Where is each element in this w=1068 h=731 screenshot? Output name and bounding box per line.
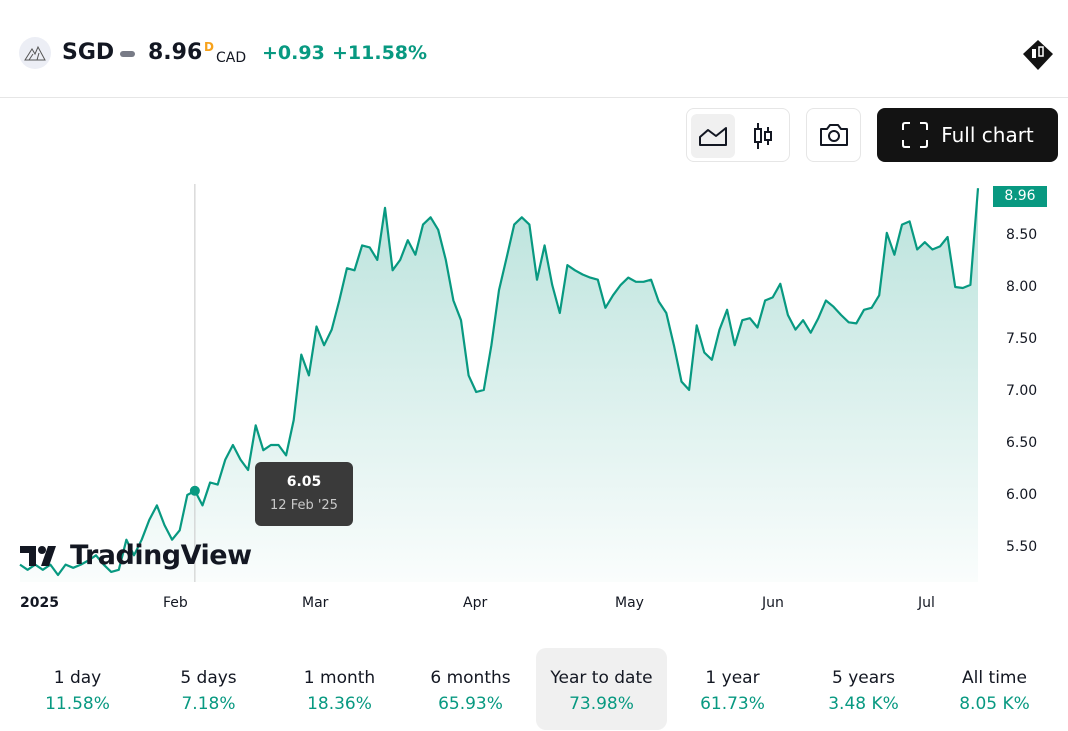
x-axis-tick-label: Apr bbox=[463, 595, 488, 611]
period-1-day[interactable]: 1 day 11.58% bbox=[12, 648, 143, 730]
tooltip-date: 12 Feb '25 bbox=[270, 498, 338, 513]
last-price-label: 8.96 bbox=[993, 186, 1047, 207]
candlestick-icon bbox=[754, 123, 772, 149]
period-year-to-date[interactable]: Year to date 73.98% bbox=[536, 648, 667, 730]
x-axis-tick-label: Mar bbox=[302, 595, 329, 611]
y-axis-tick-label: 7.50 bbox=[1006, 331, 1038, 347]
period-label: 6 months bbox=[430, 668, 511, 688]
period-label: 1 day bbox=[53, 668, 102, 688]
price-change-percent: +11.58% bbox=[332, 42, 428, 64]
period-change: 3.48 K% bbox=[828, 694, 899, 714]
price-line bbox=[19, 188, 980, 577]
period-label: 5 years bbox=[831, 668, 895, 688]
tradingview-logo-icon bbox=[20, 545, 56, 566]
y-axis-tick-label: 6.50 bbox=[1006, 435, 1038, 451]
candlestick-button[interactable] bbox=[741, 114, 785, 158]
period-change: 73.98% bbox=[569, 694, 634, 714]
crosshair-tooltip: 6.05 12 Feb '25 bbox=[255, 462, 353, 526]
period-change: 8.05 K% bbox=[959, 694, 1030, 714]
symbol-header: SGD 8.96 D CAD +0.93 +11.58% bbox=[0, 0, 1068, 98]
y-axis-tick-label: 7.00 bbox=[1006, 383, 1038, 399]
period-change: 61.73% bbox=[700, 694, 765, 714]
period-label: Year to date bbox=[550, 668, 653, 688]
period-label: All time bbox=[962, 668, 1027, 688]
symbol-logo bbox=[19, 37, 51, 69]
y-axis-tick-label: 5.50 bbox=[1006, 539, 1038, 555]
crosshair-point bbox=[189, 485, 200, 496]
period-5-years[interactable]: 5 years 3.48 K% bbox=[798, 648, 929, 730]
period-selector: 1 day 11.58% 5 days 7.18% 1 month 18.36% 6 … bbox=[12, 648, 1062, 730]
period-label: 1 year bbox=[705, 668, 760, 688]
full-chart-label: Full chart bbox=[941, 123, 1034, 147]
period-change: 11.58% bbox=[45, 694, 110, 714]
market-status-dash bbox=[120, 51, 135, 57]
x-axis-tick-label: May bbox=[615, 595, 644, 611]
price-chart[interactable] bbox=[0, 170, 1068, 590]
fullscreen-icon bbox=[902, 122, 929, 148]
full-chart-button[interactable]: Full chart bbox=[877, 108, 1058, 162]
tradingview-watermark: TradingView bbox=[20, 540, 252, 571]
price-change: +0.93 bbox=[262, 42, 325, 64]
currency: CAD bbox=[216, 50, 247, 66]
snapshot-button[interactable] bbox=[806, 108, 861, 162]
symbol-name: SGD bbox=[62, 40, 115, 65]
delayed-flag: D bbox=[204, 40, 214, 54]
area-chart-icon bbox=[699, 127, 727, 146]
y-axis-tick-label: 8.00 bbox=[1006, 279, 1038, 295]
tradingview-badge-icon[interactable] bbox=[1021, 38, 1055, 72]
period-change: 65.93% bbox=[438, 694, 503, 714]
period-label: 1 month bbox=[303, 668, 376, 688]
period-6-months[interactable]: 6 months 65.93% bbox=[405, 648, 536, 730]
chart-type-toggle bbox=[686, 108, 790, 162]
watermark-text: TradingView bbox=[70, 540, 252, 571]
period-1-year[interactable]: 1 year 61.73% bbox=[667, 648, 798, 730]
y-axis-tick-label: 8.50 bbox=[1006, 227, 1038, 243]
period-change: 7.18% bbox=[181, 694, 236, 714]
x-axis-tick-label: Jun bbox=[762, 595, 784, 611]
x-axis-tick-label: 2025 bbox=[20, 595, 59, 611]
x-axis-tick-label: Feb bbox=[163, 595, 188, 611]
last-price: 8.96 bbox=[148, 40, 203, 65]
period-1-month[interactable]: 1 month 18.36% bbox=[274, 648, 405, 730]
period-change: 18.36% bbox=[307, 694, 372, 714]
x-axis-tick-label: Jul bbox=[918, 595, 935, 611]
period-5-days[interactable]: 5 days 7.18% bbox=[143, 648, 274, 730]
tooltip-value: 6.05 bbox=[286, 474, 322, 490]
line-chart-button[interactable] bbox=[691, 114, 735, 158]
period-all-time[interactable]: All time 8.05 K% bbox=[929, 648, 1060, 730]
period-label: 5 days bbox=[180, 668, 237, 688]
mountain-icon bbox=[24, 45, 46, 61]
camera-icon bbox=[819, 124, 848, 146]
y-axis-tick-label: 6.00 bbox=[1006, 487, 1038, 503]
